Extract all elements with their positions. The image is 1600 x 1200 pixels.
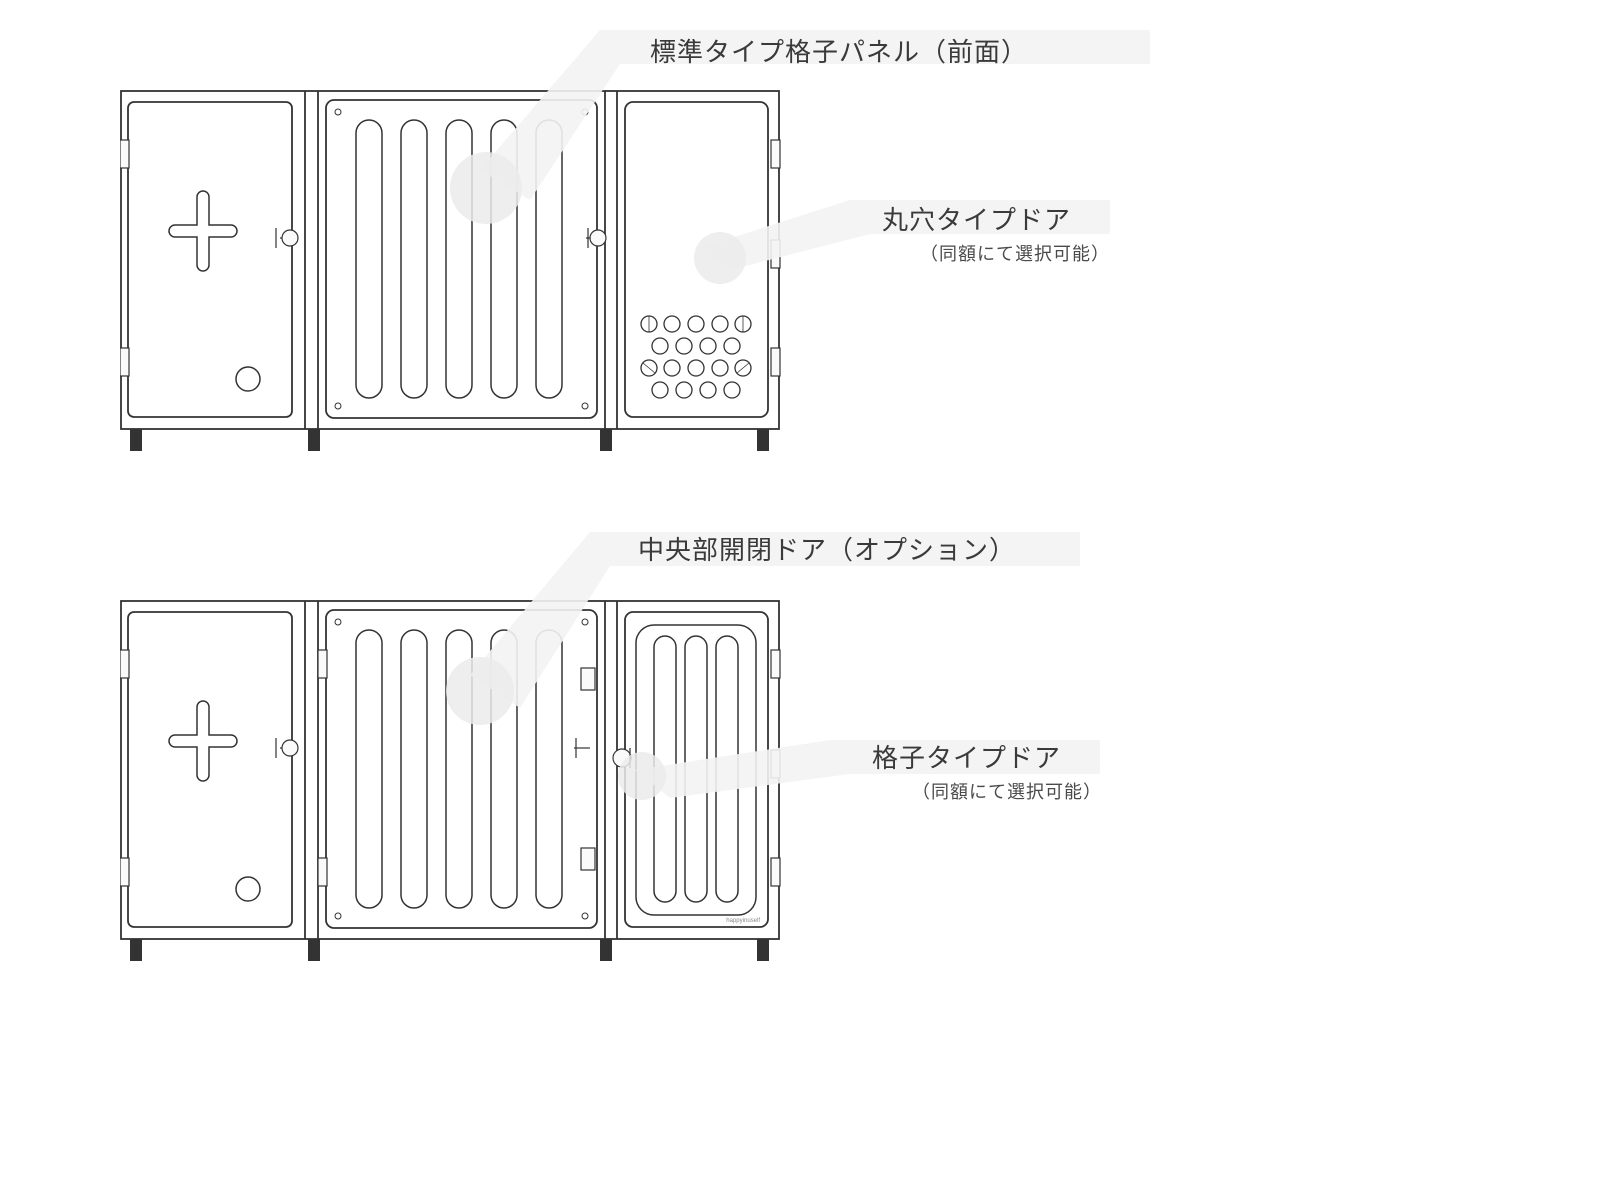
label-lower-right-sub: （同額にて選択可能） xyxy=(912,778,1102,804)
watermark: happyinuself xyxy=(726,918,760,924)
unit-1-svg xyxy=(120,90,790,460)
unit-1 xyxy=(120,90,790,460)
label-bottom-center: 中央部開閉ドア（オプション） xyxy=(638,530,1016,567)
label-mid-title: 丸穴タイプドア xyxy=(882,200,1071,237)
label-lower-right-title: 格子タイプドア xyxy=(872,738,1061,775)
label-mid-sub: （同額にて選択可能） xyxy=(920,240,1110,266)
unit-2: happyinuself xyxy=(120,600,790,970)
unit-2-svg: happyinuself xyxy=(120,600,790,970)
label-top: 標準タイプ格子パネル（前面） xyxy=(650,32,1028,69)
